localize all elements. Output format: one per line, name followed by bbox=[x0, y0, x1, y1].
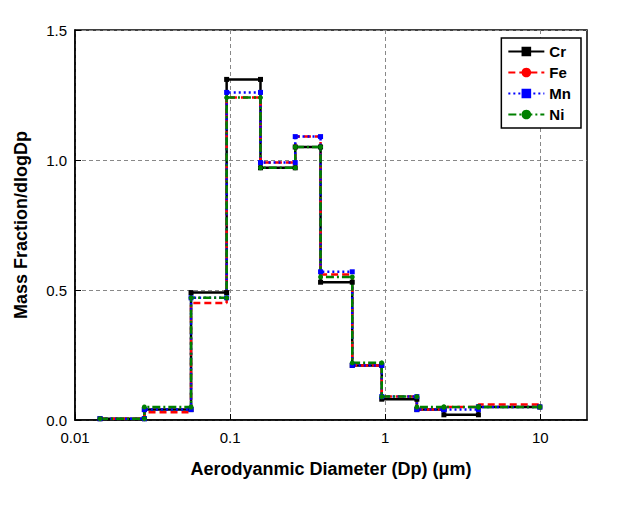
svg-text:1: 1 bbox=[381, 429, 389, 446]
svg-text:Mass Fraction/dlogDp: Mass Fraction/dlogDp bbox=[11, 131, 31, 319]
svg-text:Fe: Fe bbox=[549, 64, 567, 81]
svg-text:Ni: Ni bbox=[549, 106, 564, 123]
svg-text:10: 10 bbox=[532, 429, 549, 446]
svg-text:1.5: 1.5 bbox=[46, 22, 67, 39]
svg-text:1.0: 1.0 bbox=[46, 152, 67, 169]
svg-text:Aerodyanmic Diameter (Dp) (μm): Aerodyanmic Diameter (Dp) (μm) bbox=[190, 459, 471, 479]
svg-text:0.5: 0.5 bbox=[46, 282, 67, 299]
svg-text:Mn: Mn bbox=[549, 85, 571, 102]
svg-text:0.0: 0.0 bbox=[46, 412, 67, 429]
svg-text:0.01: 0.01 bbox=[60, 429, 89, 446]
svg-text:0.1: 0.1 bbox=[220, 429, 241, 446]
svg-text:Cr: Cr bbox=[549, 43, 566, 60]
